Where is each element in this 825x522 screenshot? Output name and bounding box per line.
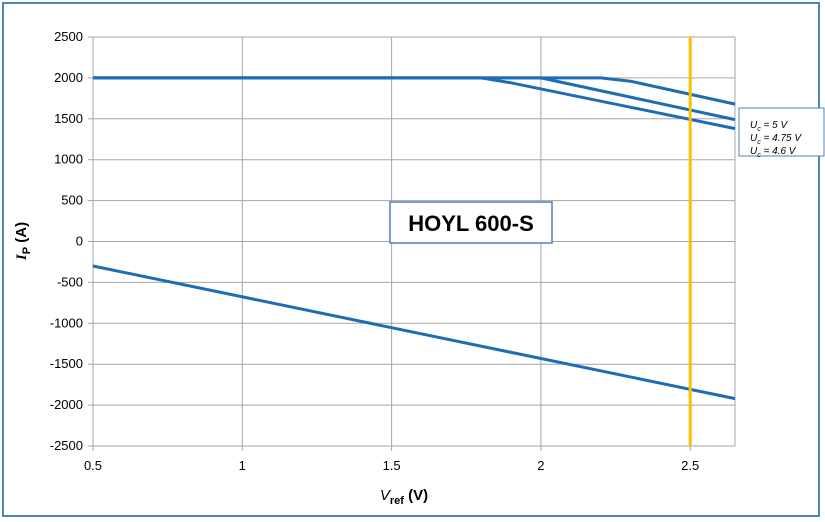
y-tick-label: -500 bbox=[57, 274, 83, 289]
y-tick-label: 2000 bbox=[54, 70, 83, 85]
series-layer bbox=[92, 76, 736, 401]
legend-entry-uc-4-75: Uc = 4.75 V bbox=[750, 133, 802, 146]
legend-entry-uc-4-6: Uc = 4.6 V bbox=[750, 146, 797, 159]
x-tick-label: 2.5 bbox=[681, 458, 699, 473]
y-tick-label: 500 bbox=[61, 193, 83, 208]
y-tick-label: -1500 bbox=[50, 356, 83, 371]
grid-layer bbox=[88, 36, 736, 451]
y-tick-label: 2500 bbox=[54, 29, 83, 44]
legend: Uc = 5 V Uc = 4.75 V Uc = 4.6 V bbox=[738, 107, 825, 159]
y-tick-label: -1000 bbox=[50, 315, 83, 330]
y-tick-label: -2500 bbox=[50, 438, 83, 453]
x-tick-label: 1.5 bbox=[383, 458, 401, 473]
y-tick-label: 0 bbox=[76, 234, 83, 249]
chart-frame bbox=[2, 2, 820, 517]
x-tick-label: 2 bbox=[537, 458, 544, 473]
y-axis-title: IP (A) bbox=[13, 222, 33, 261]
annotation-box: HOYL 600-S bbox=[389, 201, 553, 244]
y-tick-label: 1000 bbox=[54, 152, 83, 167]
y-tick-label: 1500 bbox=[54, 111, 83, 126]
legend-box bbox=[738, 107, 825, 157]
x-tick-label: 1 bbox=[239, 458, 246, 473]
tick-labels: 2500 2000 1500 1000 500 0 -500 -1000 -1500 -2000 -… bbox=[50, 29, 699, 473]
x-axis-title: Vref (V) bbox=[380, 487, 428, 507]
series-line-uc-4-6-v bbox=[93, 76, 736, 131]
annotation-box-border bbox=[389, 201, 553, 244]
legend-entry-uc-5: Uc = 5 V bbox=[750, 120, 788, 133]
y-tick-label: -2000 bbox=[50, 397, 83, 412]
annotation-text: HOYL 600-S bbox=[408, 211, 534, 236]
x-tick-label: 0.5 bbox=[84, 458, 102, 473]
series-line-negative bbox=[92, 264, 736, 401]
